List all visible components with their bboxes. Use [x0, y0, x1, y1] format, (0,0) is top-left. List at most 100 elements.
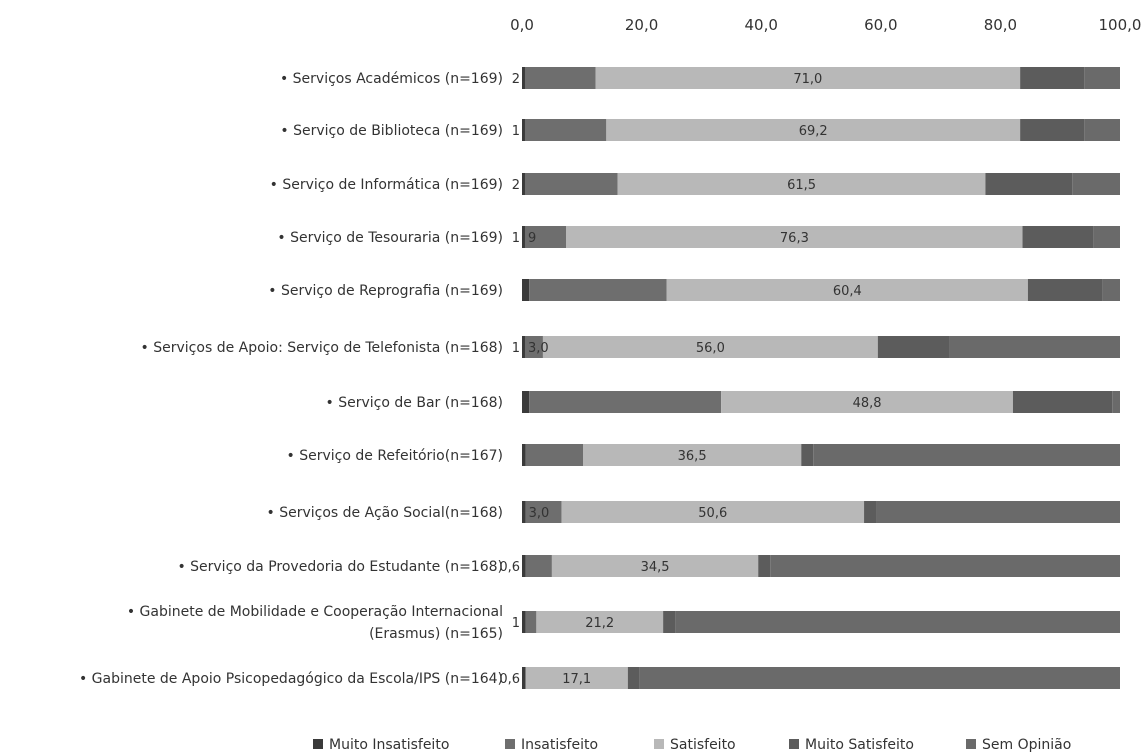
bar-segment [595, 67, 1021, 89]
bar-segment [606, 119, 1021, 141]
bar-segment [617, 173, 986, 195]
bar-segment [1112, 391, 1120, 413]
bar-segment [542, 336, 878, 358]
bar-segment [536, 611, 664, 633]
x-tick-label: 0,0 [510, 16, 534, 34]
category-labels: • Serviços Académicos (n=169) • Serviço d… [79, 71, 503, 687]
bar-segment [1020, 119, 1085, 141]
data-label: 3,0 [529, 506, 550, 521]
bar-segment [876, 501, 1120, 523]
bar-segment [522, 555, 526, 577]
data-label: 17,1 [562, 672, 591, 687]
bar-segment [1012, 391, 1113, 413]
bar-segment [522, 119, 525, 141]
bar-segment [566, 226, 1023, 248]
legend-entry: Satisfeito [670, 737, 736, 753]
category-label: • Gabinete de Apoio Psicopedagógico da E… [79, 671, 503, 687]
bar-segment [551, 555, 759, 577]
data-label: 69,2 [799, 124, 828, 139]
bar-segment [522, 501, 526, 523]
bar-segment [770, 555, 1120, 577]
legend: Muito Insatisfeito Insatisfeito Satisfeito… [313, 737, 1071, 753]
category-label: • Serviço de Refeitório(n=167) [287, 448, 503, 464]
data-label: 0,6 [499, 672, 520, 687]
bar-segment [524, 226, 567, 248]
data-label: 9 [528, 231, 536, 246]
data-label: 56,0 [696, 341, 725, 356]
bar-segment [1020, 67, 1085, 89]
bar-segment [524, 336, 543, 358]
x-tick-label: 20,0 [625, 16, 658, 34]
bar-segment [529, 391, 722, 413]
bar-segment [522, 67, 525, 89]
x-tick-label: 100,0 [1099, 16, 1142, 34]
data-label: 1 [512, 124, 520, 139]
x-tick-label: 40,0 [744, 16, 777, 34]
data-label: 76,3 [780, 231, 809, 246]
bar-segment [985, 173, 1073, 195]
data-label: 2 [512, 72, 520, 87]
data-label: 1 [512, 616, 520, 631]
bar-segment [1084, 119, 1120, 141]
bar-segment [663, 611, 676, 633]
legend-swatch [505, 739, 515, 749]
data-label: 34,5 [641, 560, 670, 575]
legend-entry: Sem Opinião [982, 737, 1071, 753]
bar-segment [949, 336, 1120, 358]
bar-segment [525, 611, 537, 633]
data-label: 50,6 [698, 506, 727, 521]
bar-segment [522, 667, 526, 689]
bar-segment [524, 119, 607, 141]
legend-entry: Muito Satisfeito [805, 737, 914, 753]
bar-segment [522, 391, 530, 413]
bar-segment [522, 444, 526, 466]
category-label: • Serviço de Tesouraria (n=169) [277, 230, 503, 246]
bar-segment [522, 173, 525, 195]
category-label: • Serviço da Provedoria do Estudante (n=… [177, 559, 503, 575]
bar-segment [758, 555, 771, 577]
category-label: • Serviço de Bar (n=168) [326, 395, 503, 411]
bar-segment [524, 67, 596, 89]
bar-segment [525, 555, 552, 577]
bar-segment [524, 173, 618, 195]
bar-segment [525, 667, 628, 689]
bar-segment [864, 501, 877, 523]
data-label: 36,5 [678, 449, 707, 464]
bar-segment [561, 501, 865, 523]
bar-segment [522, 279, 530, 301]
bar-segment [522, 336, 525, 358]
data-label: 1 [512, 341, 520, 356]
legend-swatch [789, 739, 799, 749]
legend-swatch [313, 739, 323, 749]
bar-segment [877, 336, 950, 358]
category-label: • Gabinete de Mobilidade e Cooperação In… [127, 604, 503, 620]
bars: 2 71,01 69,22 61,51 9 76,360,41 3,0 56,048,836,… [499, 67, 1120, 689]
bar-segment [1072, 173, 1120, 195]
data-label: 3,0 [528, 341, 549, 356]
bar-segment [529, 279, 667, 301]
bar-segment [1022, 226, 1094, 248]
data-label: 71,0 [793, 72, 822, 87]
category-label: • Serviço de Biblioteca (n=169) [280, 123, 503, 139]
bar-segment [721, 391, 1013, 413]
data-label: 60,4 [833, 284, 862, 299]
bar-segment [1084, 67, 1120, 89]
bar-segment [666, 279, 1028, 301]
bar-segment [525, 444, 583, 466]
legend-swatch [654, 739, 664, 749]
category-label: (Erasmus) (n=165) [369, 626, 503, 642]
data-label: 2 [512, 178, 520, 193]
bar-segment [582, 444, 802, 466]
bar-segment [675, 611, 1120, 633]
category-label: • Serviços de Apoio: Serviço de Telefoni… [141, 340, 503, 356]
legend-entry: Insatisfeito [521, 737, 598, 753]
bar-segment [1102, 279, 1120, 301]
bar-segment [1093, 226, 1120, 248]
x-axis: 0,0 20,0 40,0 60,0 80,0 100,0 [510, 16, 1141, 34]
legend-swatch [966, 739, 976, 749]
bar-segment [1027, 279, 1103, 301]
legend-entry: Muito Insatisfeito [329, 737, 449, 753]
category-label: • Serviços Académicos (n=169) [280, 71, 503, 87]
data-label: 21,2 [585, 616, 614, 631]
data-label: 48,8 [853, 396, 882, 411]
